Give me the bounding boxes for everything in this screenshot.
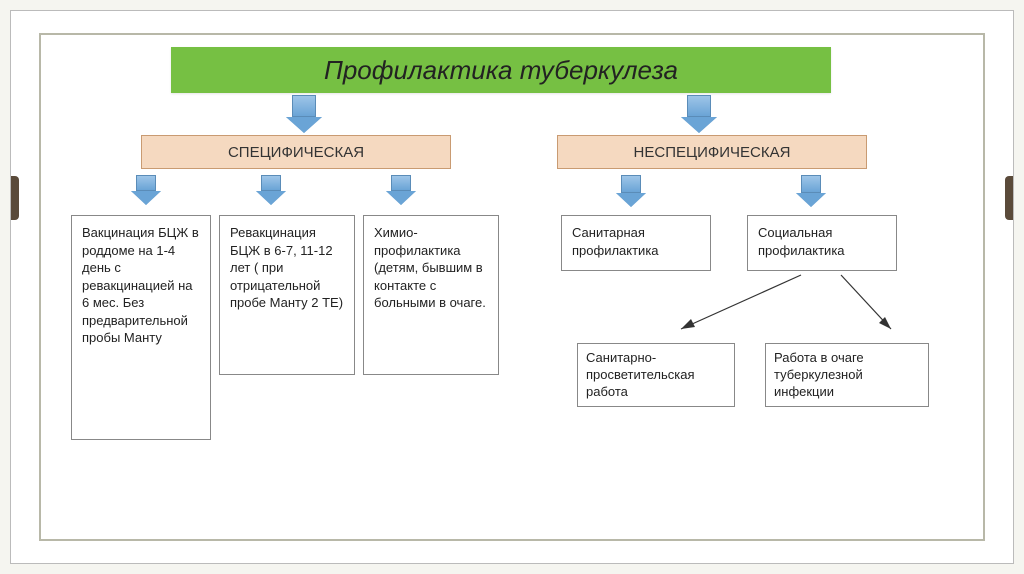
accent-bar-left [11, 176, 19, 220]
box-focus-work-text: Работа в очаге туберкулезной инфекции [774, 350, 864, 399]
category-nonspecific: НЕСПЕЦИФИЧЕСКАЯ [557, 135, 867, 169]
arrow-down-icon [616, 175, 646, 207]
accent-bar-right [1005, 176, 1013, 220]
title-bar: Профилактика туберкулеза [171, 47, 831, 93]
arrow-down-icon [796, 175, 826, 207]
title-text: Профилактика туберкулеза [324, 55, 678, 86]
arrow-down-icon [131, 175, 161, 205]
category-nonspecific-label: НЕСПЕЦИФИЧЕСКАЯ [634, 144, 791, 161]
box-bcg-revaccination-text: Ревакцинация БЦЖ в 6-7, 11-12 лет ( при … [230, 225, 343, 310]
category-specific: СПЕЦИФИЧЕСКАЯ [141, 135, 451, 169]
thin-arrow-icon [601, 273, 941, 343]
outer-frame: Профилактика туберкулеза СПЕЦИФИЧЕСКАЯ Н… [10, 10, 1014, 564]
box-bcg-vaccination-text: Вакцинация БЦЖ в роддоме на 1-4 день с р… [82, 225, 199, 345]
arrow-down-icon [681, 95, 717, 133]
arrow-down-icon [386, 175, 416, 205]
box-chemo-text: Химио-профилактика (детям, бывшим в конт… [374, 225, 486, 310]
box-education-text: Санитарно-просветительская работа [586, 350, 694, 399]
box-bcg-vaccination: Вакцинация БЦЖ в роддоме на 1-4 день с р… [71, 215, 211, 440]
category-specific-label: СПЕЦИФИЧЕСКАЯ [228, 144, 364, 161]
box-focus-work: Работа в очаге туберкулезной инфекции [765, 343, 929, 407]
box-chemo: Химио-профилактика (детям, бывшим в конт… [363, 215, 499, 375]
box-social-text: Социальная профилактика [758, 225, 845, 258]
box-sanitary: Санитарная профилактика [561, 215, 711, 271]
box-bcg-revaccination: Ревакцинация БЦЖ в 6-7, 11-12 лет ( при … [219, 215, 355, 375]
box-education: Санитарно-просветительская работа [577, 343, 735, 407]
box-sanitary-text: Санитарная профилактика [572, 225, 659, 258]
box-social: Социальная профилактика [747, 215, 897, 271]
inner-frame: Профилактика туберкулеза СПЕЦИФИЧЕСКАЯ Н… [39, 33, 985, 541]
arrow-down-icon [286, 95, 322, 133]
arrow-down-icon [256, 175, 286, 205]
